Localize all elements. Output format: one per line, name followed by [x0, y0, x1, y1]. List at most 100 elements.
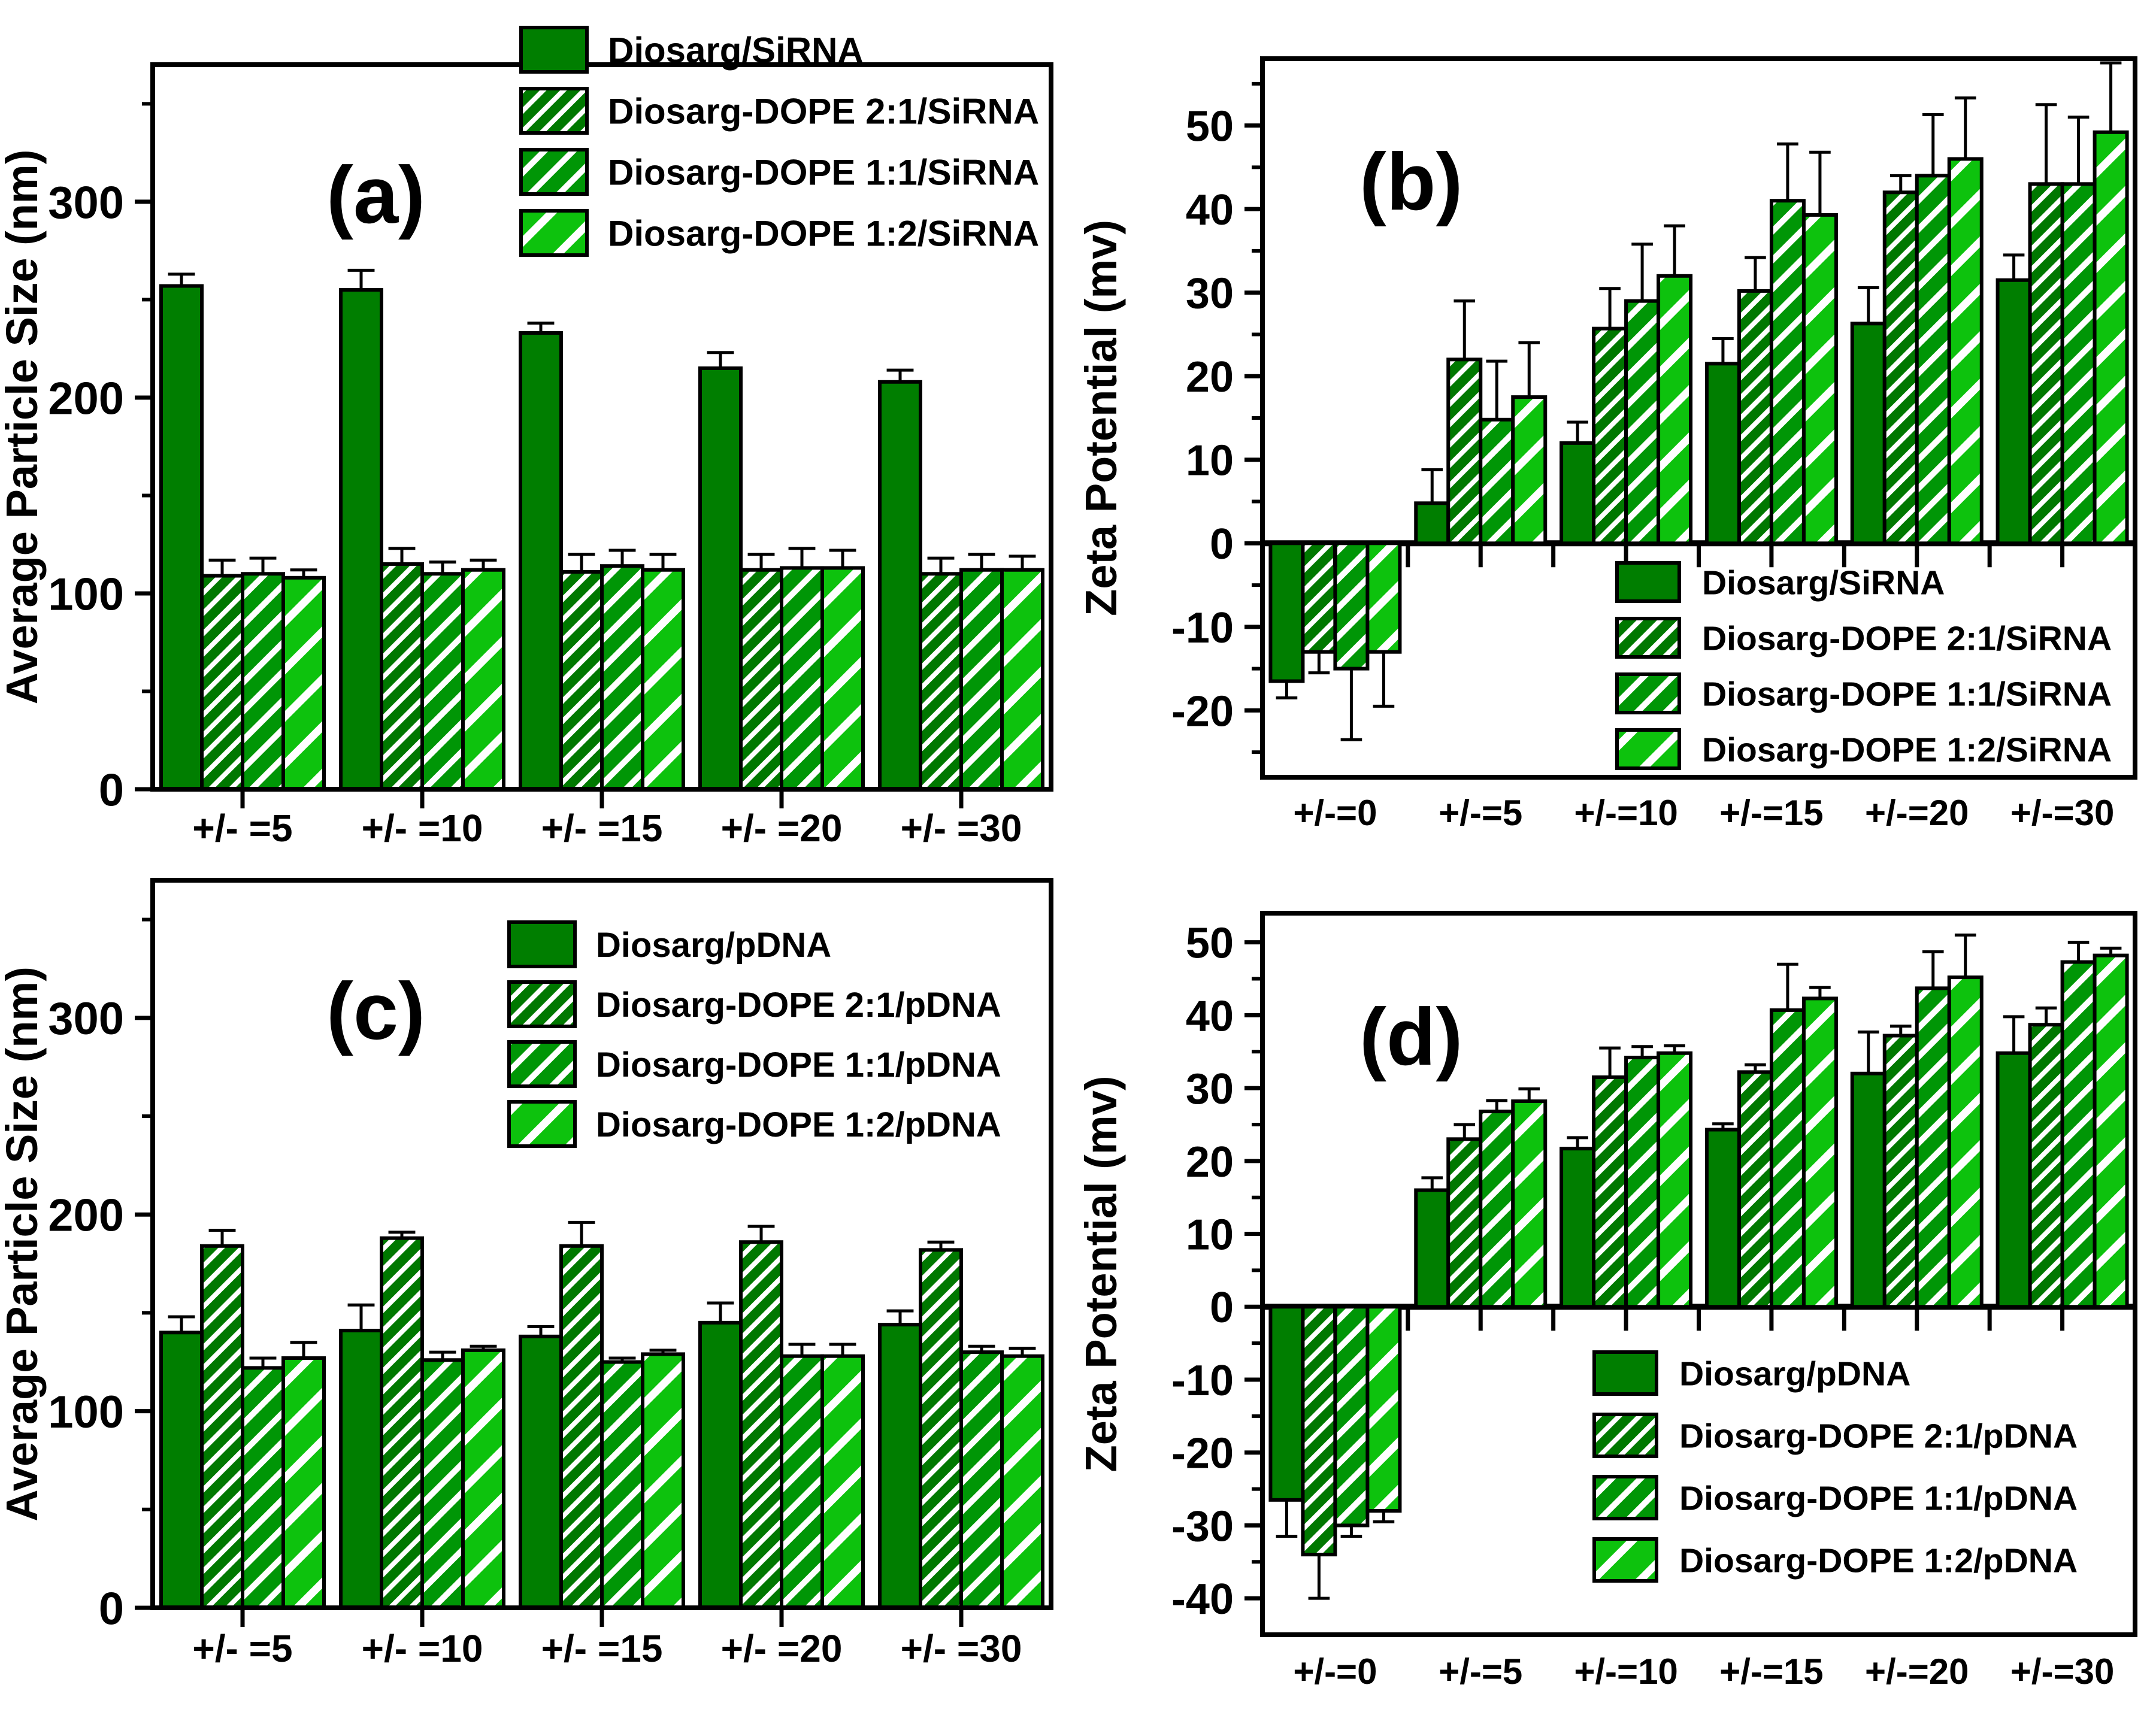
- bar: [2028, 182, 2064, 546]
- bar: [2028, 1023, 2064, 1309]
- x-category-label: +/- =15: [541, 1627, 663, 1670]
- bar: [1333, 541, 1370, 671]
- plot-frame: [1260, 911, 2137, 1637]
- legend-swatch-hatch_medium: [1615, 672, 1681, 714]
- bar: [1801, 213, 1838, 546]
- y-tick-label: 200: [48, 1190, 124, 1241]
- bar: [1995, 1051, 2032, 1309]
- bar: [1624, 299, 1661, 546]
- bar: [281, 575, 326, 791]
- bar: [1592, 326, 1628, 546]
- bar: [1850, 322, 1886, 546]
- legend-swatch-solid: [507, 920, 577, 968]
- x-category-label: +/- =20: [721, 807, 843, 850]
- y-tick-label: 10: [1186, 437, 1234, 485]
- legend-swatch-hatch_dense: [507, 980, 577, 1028]
- bar: [1915, 986, 1951, 1309]
- legend-label: Diosarg-DOPE 1:2/pDNA: [1679, 1542, 2078, 1580]
- bar: [200, 1244, 244, 1610]
- y-tick-label: 300: [48, 993, 124, 1044]
- y-tick-label: 50: [1186, 920, 1234, 968]
- y-tick-label: 200: [48, 373, 124, 424]
- y-tick-label: 10: [1186, 1211, 1234, 1259]
- plot-frame: [150, 878, 1053, 1610]
- legend-swatch-hatch_medium: [519, 148, 589, 196]
- bar: [919, 572, 963, 791]
- legend-item: Diosarg-DOPE 1:1/SiRNA: [1615, 672, 2112, 714]
- bar: [1365, 1305, 1402, 1513]
- y-tick-label: 20: [1186, 1138, 1234, 1186]
- bar: [698, 366, 743, 791]
- bar: [600, 564, 644, 792]
- y-tick-label: 100: [48, 569, 124, 620]
- bar: [1704, 362, 1741, 546]
- x-category-label: +/-=15: [1719, 793, 1823, 833]
- legend: Diosarg/pDNA Diosarg-DOPE 2:1/pDNA Diosarg…: [507, 920, 1001, 1148]
- bar: [1801, 996, 1838, 1309]
- bar: [1479, 1110, 1515, 1309]
- bar: [159, 284, 204, 791]
- y-tick-label: 30: [1186, 270, 1234, 318]
- bar: [780, 1354, 824, 1610]
- y-axis-title: Average Particle Size (nm): [0, 966, 47, 1522]
- y-tick-label: 0: [1210, 520, 1234, 568]
- y-tick-label: -30: [1171, 1502, 1234, 1550]
- bars-group: [1268, 953, 2129, 1557]
- x-category-label: +/-=10: [1574, 793, 1677, 833]
- bar: [1947, 975, 1984, 1309]
- legend-item: Diosarg-DOPE 1:1/pDNA: [507, 1040, 1001, 1088]
- legend-swatch-hatch_wide: [507, 1100, 577, 1148]
- bar: [641, 568, 685, 791]
- bar: [2093, 130, 2129, 546]
- bar: [1365, 541, 1402, 654]
- bar: [1947, 157, 1984, 546]
- legend-item: Diosarg-DOPE 1:2/pDNA: [507, 1100, 1001, 1148]
- panel-c-particle-size-pdna-chart: 0 100 200 300 +/- =5 +/- =10 +/- =15 +/- =20 +/-…: [0, 878, 1053, 1670]
- y-tick-label: 0: [99, 1583, 124, 1634]
- bar: [878, 1323, 922, 1610]
- error-bars-group: [168, 268, 1036, 578]
- legend-swatch-hatch_medium: [507, 1040, 577, 1088]
- y-tick-label: 20: [1186, 353, 1234, 401]
- bars-group: [159, 1236, 1044, 1610]
- legend-item: Diosarg-DOPE 1:2/SiRNA: [1615, 728, 2112, 770]
- y-tick-label: 30: [1186, 1065, 1234, 1113]
- legend-swatch-hatch_wide: [519, 209, 589, 257]
- bar: [1560, 441, 1596, 546]
- bar: [1414, 1188, 1451, 1309]
- y-axis-title: Zeta Potential (mv): [1078, 220, 1126, 616]
- x-category-label: +/-=5: [1439, 793, 1522, 833]
- y-tick-label: -10: [1171, 604, 1234, 652]
- legend-item: Diosarg-DOPE 2:1/SiRNA: [1615, 617, 2112, 659]
- x-category-label: +/-=15: [1719, 1652, 1823, 1692]
- bar: [1268, 1305, 1305, 1502]
- axes-group: -20 -10 0 10 20 30 40 50: [1171, 81, 2065, 755]
- x-category-label: +/- =5: [192, 1627, 292, 1670]
- panel-b-zeta-potential-sirna-chart: -20 -10 0 10 20 30 40 50 +/-=0 +/-=5 +/-=10 +/-=15 +…: [1078, 56, 2137, 833]
- panel-letter: (b): [1359, 137, 1462, 227]
- y-tick-label: -20: [1171, 1430, 1234, 1478]
- bar: [200, 574, 244, 791]
- legend-swatch-hatch_dense: [519, 87, 589, 135]
- y-axis-title: Zeta Potential (mv): [1078, 1076, 1126, 1472]
- bar: [1995, 278, 2032, 546]
- y-tick-label: 0: [1210, 1284, 1234, 1332]
- legend-label: Diosarg-DOPE 2:1/pDNA: [596, 986, 1001, 1025]
- legend-label: Diosarg-DOPE 1:2/SiRNA: [608, 214, 1039, 254]
- bar: [1511, 1099, 1548, 1309]
- bar: [1592, 1075, 1628, 1309]
- bar: [241, 1366, 285, 1610]
- bar: [339, 1328, 383, 1610]
- panel-letter: (d): [1359, 992, 1462, 1082]
- legend-label: Diosarg-DOPE 1:1/SiRNA: [608, 153, 1039, 193]
- bar: [919, 1248, 963, 1610]
- bar: [519, 331, 563, 791]
- panel-letter: (a): [326, 150, 425, 240]
- error-bars-group: [1276, 61, 2122, 741]
- bar: [600, 1360, 644, 1610]
- legend-item: Diosarg/SiRNA: [1615, 561, 1945, 603]
- legend-label: Diosarg/pDNA: [1679, 1355, 1910, 1393]
- x-category-label: +/- =15: [541, 807, 663, 850]
- bar: [1657, 1051, 1693, 1309]
